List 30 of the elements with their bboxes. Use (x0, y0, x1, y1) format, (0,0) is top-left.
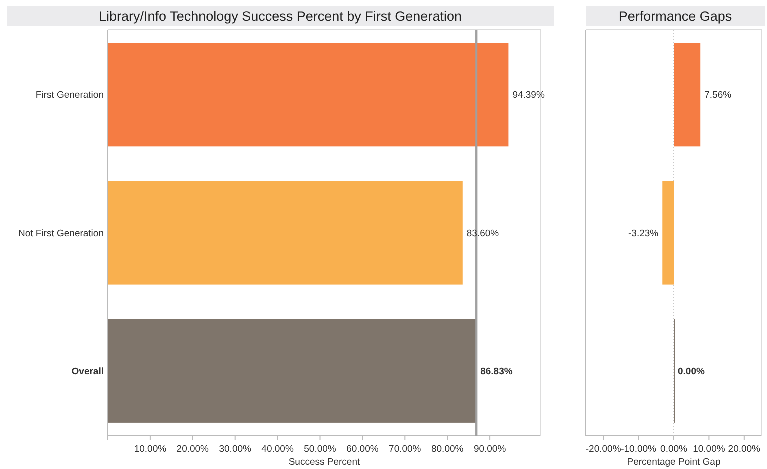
data-label: 0.00% (678, 366, 706, 378)
data-label: -3.23% (628, 228, 660, 240)
x-tick-label: 10.00% (134, 444, 168, 455)
bar (108, 43, 509, 147)
x-tick-label: 50.00% (304, 444, 337, 455)
data-label: 83.60% (466, 228, 500, 240)
x-tick-label: 0.00% (660, 444, 688, 455)
bar (108, 319, 477, 423)
x-tick-label: 40.00% (262, 444, 294, 455)
x-tick-label: 30.00% (219, 444, 252, 455)
data-label: 7.56% (704, 90, 732, 102)
data-label: 94.39% (512, 90, 546, 102)
data-label: 86.83% (480, 366, 514, 378)
chart-title: Performance Gaps (618, 9, 732, 24)
y-tick-label: Overall (72, 366, 104, 378)
y-tick-label: First Generation (36, 90, 104, 102)
x-tick-label: 20.00% (176, 444, 210, 455)
x-tick-label: 10.00% (693, 444, 726, 455)
x-tick-label: 90.00% (474, 444, 507, 455)
x-axis-title: Success Percent (288, 457, 360, 468)
x-tick-label: -10.00% (621, 444, 658, 455)
chart-title: Library/Info Technology Success Percent by First Generation (99, 9, 462, 24)
x-axis-title: Percentage Point Gap (627, 457, 721, 468)
x-tick-label: -20.00% (586, 444, 622, 455)
x-tick-label: 80.00% (431, 444, 464, 455)
x-tick-label: 60.00% (346, 444, 380, 455)
x-tick-label: 20.00% (728, 444, 762, 455)
y-tick-label: Not First Generation (18, 228, 104, 240)
x-tick-label: 70.00% (389, 444, 422, 455)
bar (108, 181, 463, 285)
